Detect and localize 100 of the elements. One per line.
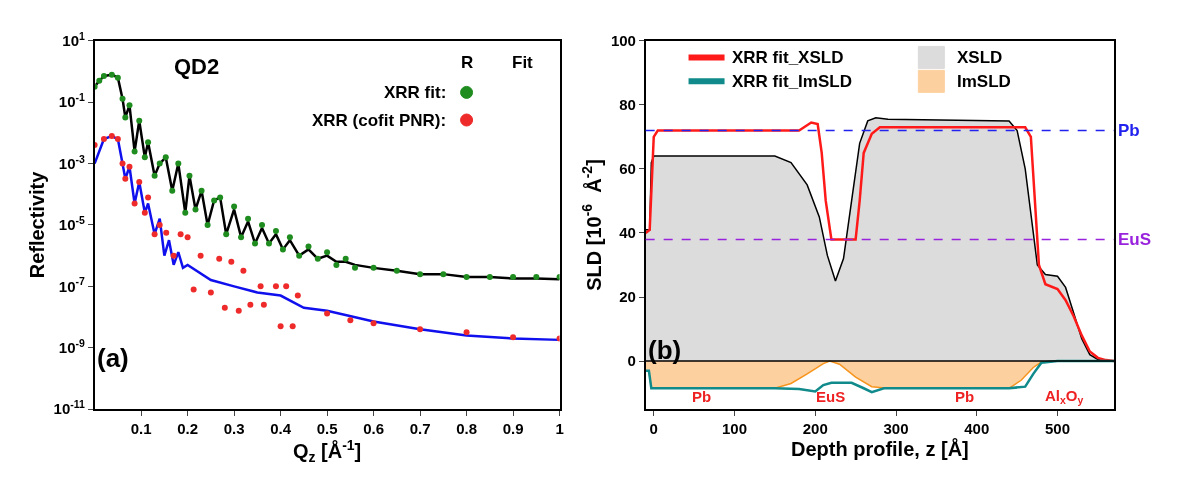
point	[259, 221, 265, 228]
x-tick-label: 100	[721, 419, 748, 437]
y-tick-label: 10$^{-9}$	[58, 336, 86, 356]
point	[96, 77, 103, 84]
point	[221, 304, 228, 311]
point	[245, 215, 252, 222]
point	[257, 283, 264, 290]
legend-label: XRR fit_ImSLD	[732, 72, 852, 91]
point	[170, 252, 177, 259]
y-tick-label: 100	[610, 32, 636, 50]
y-tick-label: 10$^{1}$	[62, 29, 86, 50]
point	[177, 231, 184, 238]
point	[272, 228, 279, 235]
point	[151, 231, 158, 238]
annotation: Fit	[512, 53, 534, 72]
point	[136, 117, 143, 124]
point	[370, 264, 377, 271]
point	[324, 310, 331, 317]
annotation: Al$_{x}$O$_{y}$	[1045, 387, 1084, 407]
point	[211, 197, 218, 204]
point	[440, 271, 447, 278]
point	[204, 221, 211, 228]
legend-label: XRR (cofit PNR):	[312, 111, 447, 130]
point	[286, 234, 293, 241]
point	[231, 203, 238, 210]
point	[351, 264, 358, 271]
x-tick-label: 0.7	[409, 419, 431, 437]
legend-label: XRR fit_XSLD	[732, 48, 844, 67]
point	[156, 160, 163, 167]
legend-label: ImSLD	[957, 72, 1011, 91]
point	[145, 139, 152, 146]
x-tick-label: 0.4	[270, 419, 292, 437]
point	[122, 175, 129, 182]
point	[114, 136, 121, 143]
x-tick-label: 0	[649, 419, 658, 437]
point	[131, 200, 138, 207]
point	[347, 317, 354, 324]
point	[119, 160, 126, 167]
y-tick-label: 10$^{-3}$	[58, 152, 86, 172]
point	[192, 206, 199, 213]
point	[100, 73, 107, 80]
point	[370, 320, 377, 327]
x-tick-label: 200	[802, 419, 828, 437]
point	[294, 292, 301, 299]
y-axis-title: Reflectivity	[25, 170, 48, 279]
point	[260, 301, 267, 308]
point	[217, 194, 224, 201]
point	[314, 255, 321, 262]
point	[207, 289, 214, 296]
point	[393, 267, 400, 274]
point	[235, 307, 242, 314]
point	[342, 255, 349, 262]
x-tick-label: 0.9	[502, 419, 524, 437]
legend-label: XRR fit:	[384, 83, 447, 102]
point	[162, 154, 169, 161]
point	[324, 249, 331, 256]
point	[198, 187, 205, 194]
point	[126, 102, 133, 109]
point	[184, 234, 191, 241]
point	[114, 74, 121, 81]
point	[228, 258, 235, 265]
x-tick-label: 1	[555, 419, 564, 437]
ref-line-label: EuS	[1118, 230, 1152, 249]
point	[463, 274, 470, 281]
point	[108, 71, 115, 78]
annotation: Pb	[955, 388, 975, 405]
point	[289, 323, 296, 330]
x-tick-label: 0.1	[130, 419, 152, 437]
y-tick-label: 60	[619, 160, 636, 178]
point	[151, 172, 158, 179]
point	[252, 240, 259, 247]
point	[417, 271, 424, 278]
point	[305, 243, 312, 250]
annotation: (b)	[648, 335, 682, 365]
x-tick-label: 500	[1044, 419, 1071, 437]
point	[126, 163, 133, 170]
x-tick-label: 400	[964, 419, 990, 437]
point	[119, 95, 126, 102]
point	[175, 160, 182, 167]
x-tick-label: 0.5	[316, 419, 338, 437]
point	[277, 323, 284, 330]
point	[486, 274, 493, 281]
point	[131, 148, 138, 155]
point	[122, 114, 129, 121]
point	[296, 252, 303, 259]
point	[186, 172, 193, 179]
point	[141, 154, 148, 161]
y-tick-label: 10$^{-7}$	[58, 275, 86, 295]
point	[247, 301, 254, 308]
point	[163, 229, 170, 236]
point	[182, 209, 189, 216]
x-tick-label: 300	[883, 419, 909, 437]
point	[108, 133, 115, 140]
x-tick-label: 0.8	[456, 419, 477, 437]
point	[197, 252, 204, 259]
x-tick-label: 0.3	[223, 419, 245, 437]
point	[223, 231, 230, 238]
point	[463, 329, 470, 336]
x-tick-label: 0.6	[363, 419, 385, 437]
annotation: Pb	[692, 388, 712, 405]
